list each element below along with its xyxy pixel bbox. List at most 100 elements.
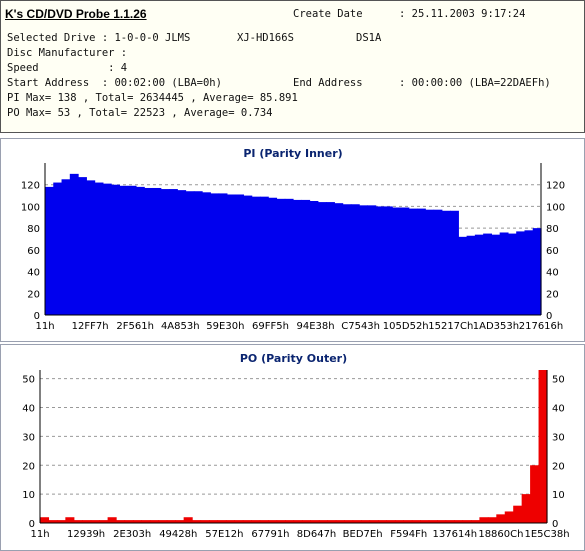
data-bar xyxy=(209,520,219,523)
x-tick-label: F594Fh xyxy=(390,529,427,540)
data-bar xyxy=(521,494,531,523)
data-bar xyxy=(251,196,261,315)
data-bar xyxy=(276,198,286,315)
y-tick-label-left: 100 xyxy=(21,202,40,213)
end-address-label: End Address xyxy=(293,77,363,89)
data-bar xyxy=(479,517,489,523)
data-bar xyxy=(48,520,58,523)
data-bar xyxy=(394,520,404,523)
data-bar xyxy=(483,233,492,315)
data-bar xyxy=(61,179,71,315)
data-bar xyxy=(524,230,534,315)
data-bar xyxy=(309,201,319,315)
data-bar xyxy=(334,203,344,315)
y-tick-label-left: 40 xyxy=(27,268,40,279)
data-bar xyxy=(90,520,100,523)
pi-chart-panel: PI (Parity Inner) 0 0 20 20 40 40 60 60 80 80 100 10… xyxy=(0,138,585,342)
data-bar xyxy=(127,185,137,315)
y-tick-label-right: 0 xyxy=(546,311,552,322)
po-summary: PO Max= 53 , Total= 22523 , Average= 0.7… xyxy=(7,107,273,119)
data-bar xyxy=(342,204,352,315)
data-bar xyxy=(268,520,278,523)
data-bar xyxy=(243,195,253,315)
y-tick-label-right: 20 xyxy=(546,289,559,300)
y-tick-label-right: 80 xyxy=(546,224,559,235)
data-bar xyxy=(107,517,117,523)
data-bar xyxy=(285,520,295,523)
data-bar xyxy=(507,233,517,315)
data-bar xyxy=(367,205,377,315)
data-bar xyxy=(403,520,413,523)
y-tick-label-left: 50 xyxy=(22,375,35,386)
data-bar xyxy=(392,207,402,315)
x-tick-label: 2E303h xyxy=(113,529,151,540)
x-tick-label: 15217Ch xyxy=(428,321,473,332)
data-bar xyxy=(318,520,328,523)
data-bar xyxy=(408,208,418,315)
data-bar xyxy=(149,520,159,523)
y-tick-label-left: 20 xyxy=(27,289,40,300)
data-bar xyxy=(124,520,134,523)
data-bar xyxy=(496,514,506,523)
data-bar xyxy=(160,189,170,315)
app-title: K's CD/DVD Probe 1.1.26 xyxy=(5,7,147,21)
data-bar xyxy=(242,520,252,523)
data-bar xyxy=(532,228,542,315)
data-bar xyxy=(301,520,311,523)
y-tick-label-left: 20 xyxy=(22,461,35,472)
y-tick-label-right: 10 xyxy=(552,490,565,501)
x-tick-label: 11h xyxy=(30,529,49,540)
create-date-value: : 25.11.2003 9:17:24 xyxy=(399,8,526,20)
data-bar xyxy=(202,192,211,315)
x-tick-label: 4A853h xyxy=(161,321,200,332)
data-bar xyxy=(454,520,464,523)
data-bar xyxy=(335,520,345,523)
x-tick-label: 8D647h xyxy=(297,529,337,540)
y-tick-label-right: 0 xyxy=(552,519,558,530)
data-bar xyxy=(378,520,388,523)
data-bar xyxy=(499,232,509,315)
data-bar xyxy=(94,182,104,315)
y-tick-label-left: 80 xyxy=(27,224,40,235)
x-tick-label: 69FF5h xyxy=(252,321,289,332)
x-tick-label: C7543h xyxy=(341,321,380,332)
data-bar xyxy=(504,511,514,523)
po-chart-panel: PO (Parity Outer) 0 0 10 10 20 20 30 30 40 40 50 50 1… xyxy=(0,344,585,551)
data-bar xyxy=(375,206,385,315)
data-bar xyxy=(491,234,501,315)
data-bar xyxy=(268,197,278,315)
selected-drive: Selected Drive : 1-0-0-0 JLMS xyxy=(7,32,191,44)
x-tick-label: 12939h xyxy=(67,529,105,540)
data-bar xyxy=(445,520,455,523)
data-bar xyxy=(111,184,120,315)
data-bar xyxy=(225,520,235,523)
speed: Speed : 4 xyxy=(7,62,128,74)
data-bar xyxy=(119,185,129,315)
data-bar xyxy=(175,520,185,523)
data-bar xyxy=(284,198,294,315)
data-bar xyxy=(344,520,354,523)
data-bar xyxy=(234,520,244,523)
chart-title: PI (Parity Inner) xyxy=(243,147,342,160)
data-bar xyxy=(235,194,244,315)
plot-area xyxy=(40,370,547,523)
data-bar xyxy=(192,520,202,523)
data-bar xyxy=(135,186,145,315)
data-bar xyxy=(152,187,162,315)
data-bar xyxy=(259,520,269,523)
chart-title: PO (Parity Outer) xyxy=(240,352,347,365)
x-tick-label: 94E38h xyxy=(296,321,334,332)
data-bar xyxy=(251,520,261,523)
data-bar xyxy=(210,193,220,315)
data-bar xyxy=(99,520,109,523)
x-tick-label: 1E5C38h xyxy=(524,529,569,540)
start-address: Start Address : 00:02:00 (LBA=0h) xyxy=(7,77,222,89)
data-bar xyxy=(166,520,176,523)
data-bar xyxy=(177,190,187,315)
y-tick-label-right: 50 xyxy=(552,375,565,386)
data-bar xyxy=(293,199,302,315)
data-bar xyxy=(226,194,236,315)
data-bar xyxy=(73,520,83,523)
data-bar xyxy=(102,183,112,315)
data-bar xyxy=(86,180,96,315)
